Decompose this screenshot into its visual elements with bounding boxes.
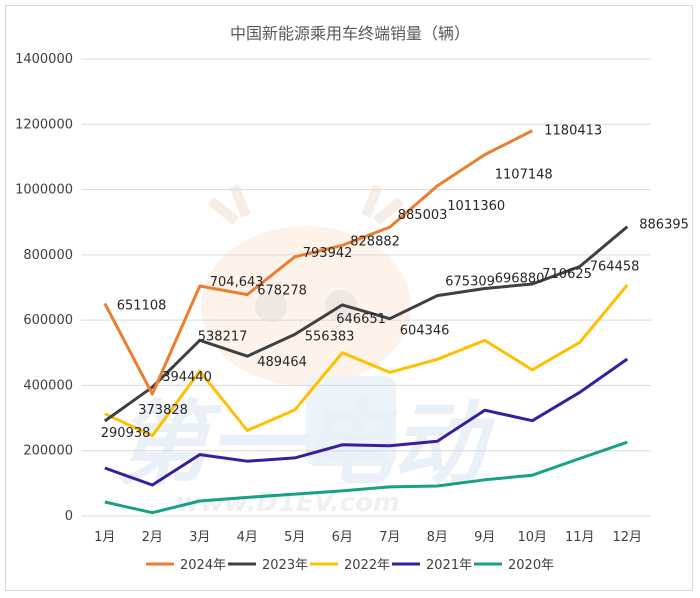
x-tick-label: 9月	[474, 530, 495, 545]
series-lines	[103, 129, 629, 515]
chart-title: 中国新能源乘用车终端销量（辆）	[230, 24, 470, 43]
data-label: 646651	[336, 312, 386, 327]
y-tick-label: 400000	[23, 378, 73, 393]
watermark-url-text: www.D1EV.com	[176, 488, 400, 518]
series-line-2024年	[103, 129, 533, 396]
data-label: 651108	[117, 298, 167, 313]
x-tick-label: 12月	[612, 530, 642, 545]
data-label: 696880	[495, 272, 545, 287]
data-label: 290938	[101, 426, 151, 441]
data-label: 394440	[162, 370, 212, 385]
data-label: 764458	[590, 259, 640, 274]
data-label: 604346	[400, 324, 450, 339]
data-label: 1107148	[495, 168, 553, 183]
gridlines	[81, 58, 651, 517]
y-tick-label: 200000	[23, 444, 73, 459]
y-tick-label: 1400000	[15, 52, 73, 67]
data-label: 489464	[257, 355, 307, 370]
y-tick-label: 600000	[23, 313, 73, 328]
y-tick-label: 800000	[23, 248, 73, 263]
line-chart: www.D1EV.com 第一电动 中国新能源乘用车终端销量（辆） 0 20000…	[15, 24, 689, 573]
x-tick-label: 11月	[565, 530, 595, 545]
x-tick-label: 1月	[94, 530, 115, 545]
x-tick-label: 10月	[517, 530, 547, 545]
legend-label: 2021年	[426, 558, 472, 573]
y-tick-label: 1000000	[15, 183, 73, 198]
x-tick-label: 2月	[142, 530, 163, 545]
x-tick-label: 3月	[189, 530, 210, 545]
x-tick-label: 4月	[237, 530, 258, 545]
y-axis-ticks: 0 200000 400000 600000 800000 1000000 1200000 1…	[15, 52, 73, 524]
x-tick-label: 7月	[379, 530, 400, 545]
legend-label: 2023年	[262, 558, 308, 573]
series-line-2022年	[104, 283, 629, 438]
data-label: 793942	[303, 246, 353, 261]
series-line-2020年	[104, 440, 628, 515]
data-label: 886395	[639, 218, 689, 233]
data-label: 538217	[198, 329, 248, 344]
data-label: 556383	[305, 329, 355, 344]
data-label: 1011360	[447, 199, 505, 214]
y-tick-label: 0	[65, 509, 73, 524]
data-label: 710625	[542, 267, 592, 282]
x-tick-label: 6月	[332, 530, 353, 545]
x-tick-label: 5月	[284, 530, 305, 545]
data-label: 885003	[398, 208, 448, 223]
watermark-brand-text: 第一电动	[116, 391, 495, 498]
data-label: 675309	[445, 275, 495, 290]
legend: 2024年 2023年 2022年 2021年 2020年	[146, 558, 554, 573]
legend-label: 2022年	[344, 558, 390, 573]
chart-frame: www.D1EV.com 第一电动 中国新能源乘用车终端销量（辆） 0 20000…	[5, 5, 693, 591]
data-label: 704,643	[210, 275, 264, 290]
watermark-logo: www.D1EV.com 第一电动	[116, 184, 495, 518]
x-tick-label: 8月	[427, 530, 448, 545]
data-label: 828882	[350, 234, 400, 249]
legend-label: 2020年	[508, 558, 554, 573]
data-label: 373828	[138, 403, 188, 418]
legend-label: 2024年	[180, 558, 226, 573]
x-axis-ticks: 1月 2月 3月 4月 5月 6月 7月 8月 9月 10月 11月 12月	[94, 530, 642, 545]
series-line-2021年	[104, 357, 629, 487]
series-line-2023年	[103, 225, 629, 423]
data-label: 1180413	[544, 124, 602, 139]
y-tick-label: 1200000	[15, 117, 73, 132]
data-label: 678278	[257, 284, 307, 299]
